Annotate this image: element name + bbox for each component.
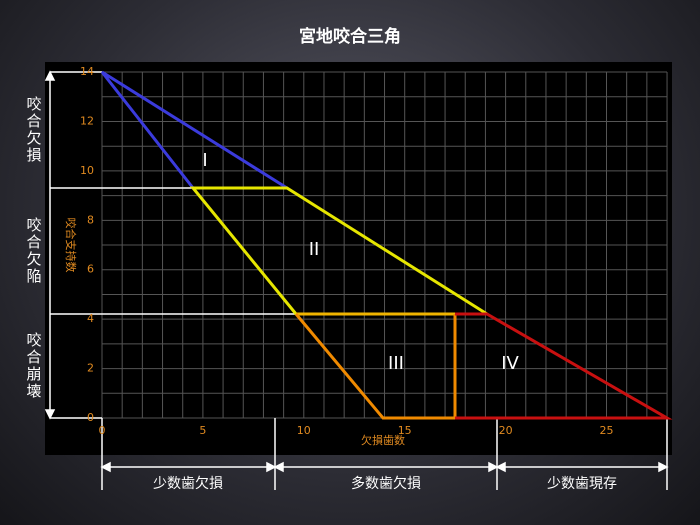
region-label: III [388, 353, 404, 374]
guides [44, 70, 669, 490]
y-tick-label: 12 [80, 114, 94, 127]
y-tick-label: 0 [87, 411, 94, 424]
region-label: I [202, 150, 207, 171]
x-tick-label: 25 [600, 424, 614, 437]
region-label: IV [501, 353, 519, 374]
y-tick-label: 6 [87, 263, 94, 276]
y-tick-label: 8 [87, 213, 94, 226]
region-label: II [309, 239, 320, 260]
x-axis-label: 欠損歯数 [361, 433, 405, 447]
y-tick-label: 4 [87, 312, 94, 325]
left-label: 咬合欠損 [25, 95, 43, 164]
y-tick-label: 2 [87, 362, 94, 375]
x-tick-label: 20 [499, 424, 513, 437]
y-tick-label: 14 [80, 65, 94, 78]
title: 宮地咬合三角 [299, 26, 401, 47]
x-tick-label: 15 [398, 424, 412, 437]
bottom-label: 多数歯欠損 [351, 475, 421, 492]
y-tick-label: 10 [80, 164, 94, 177]
triangle [100, 70, 673, 420]
bottom-label: 少数歯現存 [547, 476, 617, 492]
y-axis-label: 咬合支持数 [64, 218, 78, 273]
x-tick-label: 10 [297, 424, 311, 437]
x-tick-label: 5 [199, 424, 206, 437]
left-label: 咬合欠陥 [25, 216, 43, 285]
grid [101, 71, 668, 419]
left-label: 咬合崩壊 [25, 331, 43, 400]
x-tick-label: 0 [99, 424, 106, 437]
bottom-label: 少数歯欠損 [153, 476, 223, 492]
